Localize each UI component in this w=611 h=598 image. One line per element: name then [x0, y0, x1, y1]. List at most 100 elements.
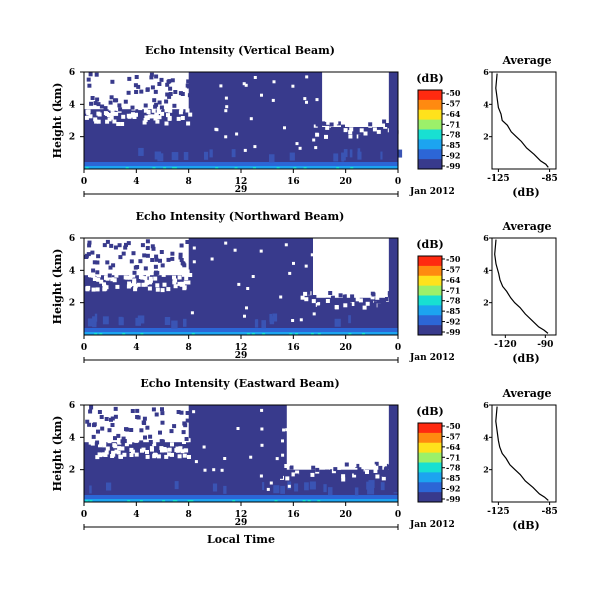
- average-title: Average: [501, 54, 551, 67]
- echo-patch: [171, 320, 178, 329]
- echo-patch: [323, 484, 327, 493]
- data-speckle: [159, 77, 164, 82]
- no-data-speckle: [299, 318, 303, 322]
- data-speckle: [88, 72, 93, 77]
- data-speckle: [87, 422, 92, 427]
- edge-speckle: [330, 464, 335, 469]
- colorbar-tick-label: -92: [446, 484, 460, 494]
- y-axis-label: Height (km): [51, 83, 64, 159]
- no-data-speckle: [115, 284, 120, 289]
- avg-y-tick-label: 4: [483, 99, 489, 109]
- no-data-speckle: [125, 103, 130, 108]
- edge-speckle: [381, 476, 386, 481]
- echo-patch: [354, 487, 359, 496]
- no-data-speckle: [167, 116, 172, 121]
- no-data-speckle: [120, 446, 125, 451]
- no-data-speckle: [281, 439, 284, 443]
- data-speckle: [99, 415, 104, 419]
- no-data-speckle: [184, 272, 189, 277]
- average-title: Average: [501, 387, 551, 400]
- no-data-speckle: [183, 448, 188, 453]
- colorbar-unit: (dB): [416, 405, 443, 418]
- avg-y-tick-label: 2: [483, 465, 489, 475]
- no-data-speckle: [312, 312, 316, 316]
- edge-speckle: [338, 293, 343, 298]
- echo-patch: [162, 500, 166, 502]
- edge-speckle: [373, 469, 378, 473]
- echo-patch: [251, 333, 255, 335]
- data-speckle: [113, 406, 118, 411]
- date-month-label: Jan 2012: [409, 187, 455, 197]
- colorbar-tick-label: -57: [446, 431, 460, 441]
- no-data-speckle: [94, 119, 99, 124]
- no-data-speckle: [96, 119, 101, 124]
- no-data-speckle: [90, 440, 95, 445]
- data-speckle: [102, 243, 107, 248]
- edge-speckle: [312, 295, 317, 299]
- echo-patch: [293, 167, 297, 169]
- data-speckle: [170, 78, 175, 83]
- y-tick-label: 6: [69, 68, 75, 78]
- echo-patch: [212, 483, 218, 492]
- no-data-speckle: [88, 273, 93, 278]
- data-speckle: [186, 84, 191, 89]
- edge-speckle: [343, 303, 348, 308]
- echo-patch: [348, 333, 352, 335]
- no-data-speckle: [126, 284, 131, 289]
- y-tick-label: 2: [69, 133, 75, 143]
- no-data-speckle: [181, 104, 186, 109]
- no-data-speckle: [157, 115, 162, 120]
- edge-speckle: [367, 304, 371, 309]
- edge-speckle: [341, 477, 346, 482]
- data-speckle: [150, 85, 155, 90]
- no-data-speckle: [302, 453, 306, 457]
- echo-patch: [122, 333, 126, 335]
- data-speckle: [118, 255, 123, 260]
- edge-speckle: [334, 305, 339, 309]
- echo-patch: [154, 151, 162, 160]
- no-data-speckle: [91, 272, 96, 277]
- edge-speckle: [377, 303, 382, 308]
- y-axis-label: Height (km): [51, 249, 64, 325]
- data-speckle: [133, 83, 138, 88]
- data-speckle: [145, 246, 150, 250]
- data-speckle: [154, 412, 159, 417]
- no-data-speckle: [121, 103, 126, 107]
- echo-patch: [94, 333, 98, 335]
- surface-echo-band: [84, 332, 398, 335]
- average-profile-line: [494, 239, 549, 334]
- avg-x-tick-label: -120: [494, 340, 517, 350]
- data-speckle: [84, 255, 89, 259]
- y-tick-label: 4: [69, 433, 75, 443]
- data-speckle: [151, 407, 156, 412]
- edge-speckle: [340, 464, 345, 468]
- echo-patch: [140, 333, 144, 335]
- edge-speckle: [353, 470, 358, 475]
- no-data-speckle: [243, 148, 247, 152]
- edge-speckle: [349, 123, 354, 128]
- no-data-speckle: [121, 114, 126, 119]
- edge-speckle: [325, 299, 330, 303]
- data-speckle: [124, 242, 128, 247]
- no-data-speckle: [85, 287, 90, 292]
- no-data-speckle: [282, 428, 286, 432]
- edge-speckle: [382, 472, 387, 477]
- no-data-speckle: [99, 279, 104, 284]
- echo-patch: [164, 316, 171, 325]
- data-speckle: [143, 435, 147, 440]
- no-data-speckle: [192, 260, 196, 264]
- x-tick-label: 0: [395, 177, 401, 187]
- echo-patch: [269, 313, 273, 322]
- no-data-speckle: [104, 450, 109, 455]
- no-data-speckle: [298, 146, 302, 150]
- no-data-speckle: [287, 463, 290, 467]
- data-speckle: [126, 90, 131, 95]
- no-data-speckle: [134, 112, 138, 117]
- no-data-speckle: [212, 468, 216, 472]
- edge-speckle: [373, 297, 378, 302]
- echo-patch: [380, 482, 385, 491]
- edge-speckle: [318, 129, 323, 134]
- x-tick-label: 12: [235, 177, 248, 187]
- colorbar-unit: (dB): [416, 72, 443, 85]
- no-data-speckle: [157, 110, 162, 114]
